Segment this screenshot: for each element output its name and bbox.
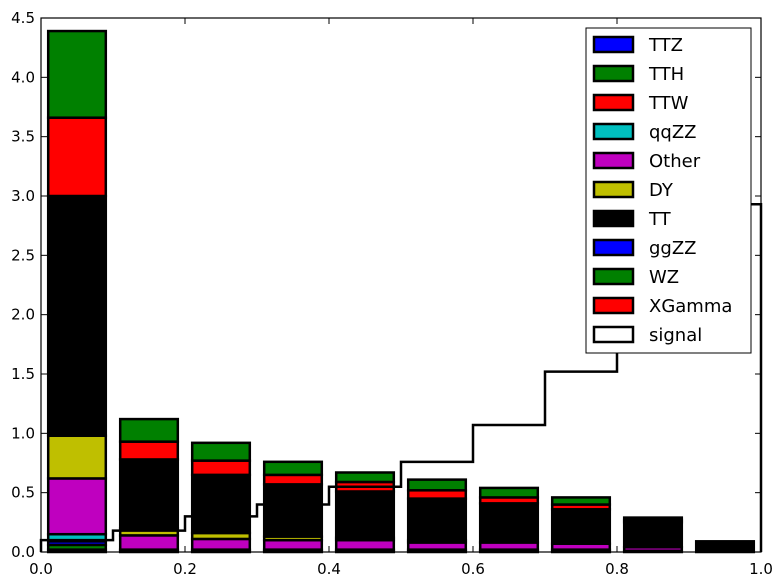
bar-segment-ttw-bin-1: [118, 440, 180, 461]
x-tick-label: 0.0: [29, 560, 53, 578]
y-tick-label: 0.0: [11, 543, 35, 561]
bar-segment-ttw-bin-2: [190, 459, 252, 477]
bar-segment-tt-bin-2: [190, 473, 252, 535]
bar-segment-tth-bin-6: [478, 486, 540, 499]
bar-segment-tt-bin-1: [118, 458, 180, 530]
legend-label-signal: signal: [649, 325, 702, 346]
legend-label-xgamma: XGamma: [649, 296, 732, 317]
y-tick-label: 4.0: [11, 68, 35, 86]
bar-segment-tth-bin-3: [262, 460, 324, 477]
axes-layer: 0.0 0.2 0.4 0.6 0.8 1.0 0.0 0.5 1.0 1.5 2.0 2.5 3.0 3…: [11, 9, 773, 578]
bar-segment-tt-bin-7: [550, 508, 612, 545]
legend-swatch-ggzz: [592, 238, 635, 257]
bar-segment-ttw-bin-3: [262, 473, 324, 486]
legend-swatch-wz: [592, 267, 635, 286]
y-tick-label: 1.0: [11, 424, 35, 442]
bar-segment-tt-bin-6: [478, 502, 540, 544]
legend-swatch-signal: [592, 325, 635, 344]
bar-segment-tt-bin-5: [406, 497, 468, 542]
bar-segment-tt-bin-9: [694, 540, 756, 554]
x-tick-label: 0.8: [605, 560, 629, 578]
legend-label-tth: TTH: [648, 64, 684, 85]
legend-swatch-ttz: [592, 35, 635, 54]
legend-label-tt: TT: [648, 209, 672, 230]
bar-segment-tth-bin-8: [622, 516, 684, 522]
y-tick-label: 2.5: [11, 246, 35, 264]
y-tick-label: 3.0: [11, 187, 35, 205]
bar-segment-tth-bin-5: [406, 478, 468, 492]
legend: TTZ TTH TTW qqZZ Other DY TT ggZZ WZ XGamma signal: [585, 27, 752, 354]
bar-segment-tt-bin-0: [46, 194, 108, 437]
bar-segment-tth-bin-2: [190, 441, 252, 462]
x-tick-label: 0.4: [317, 560, 341, 578]
x-tick-label: 0.6: [461, 560, 485, 578]
legend-label-ttw: TTW: [648, 93, 689, 114]
legend-swatch-dy: [592, 180, 635, 199]
legend-swatch-qqzz: [592, 122, 635, 141]
bar-segment-tth-bin-0: [46, 29, 108, 119]
bar-segment-tt-bin-4: [334, 490, 396, 540]
bar-segment-other-bin-1: [118, 534, 180, 551]
y-tick-label: 0.5: [11, 484, 35, 502]
x-tick-label: 0.2: [173, 560, 197, 578]
y-tick-label: 4.5: [11, 9, 35, 27]
bar-segment-tth-bin-4: [334, 471, 396, 484]
bar-segment-dy-bin-0: [46, 434, 108, 480]
bar-segment-tt-bin-8: [622, 521, 684, 549]
bar-segment-other-bin-2: [190, 537, 252, 551]
y-tick-label: 2.0: [11, 306, 35, 324]
legend-label-ttz: TTZ: [648, 35, 683, 56]
plot-frame: [40, 17, 762, 553]
bar-segment-ttw-bin-0: [46, 116, 108, 198]
bar-segment-other-bin-0: [46, 477, 108, 536]
bar-segment-other-bin-3: [262, 538, 324, 551]
legend-label-ggzz: ggZZ: [649, 238, 697, 259]
y-tick-label: 3.5: [11, 128, 35, 146]
legend-label-other: Other: [649, 151, 701, 172]
bar-segment-tt-bin-3: [262, 483, 324, 538]
legend-swatch-tt: [592, 209, 635, 228]
legend-label-wz: WZ: [649, 267, 679, 288]
bar-segment-tth-bin-7: [550, 496, 612, 506]
legend-swatch-xgamma: [592, 296, 635, 315]
legend-label-dy: DY: [649, 180, 674, 201]
x-tick-label: 1.0: [749, 560, 773, 578]
legend-swatch-tth: [592, 64, 635, 83]
bar-segment-tth-bin-1: [118, 417, 180, 443]
legend-swatch-other: [592, 151, 635, 170]
y-tick-label: 1.5: [11, 365, 35, 383]
bar-segment-other-bin-4: [334, 538, 396, 551]
legend-swatch-ttw: [592, 93, 635, 112]
legend-label-qqzz: qqZZ: [649, 122, 697, 143]
